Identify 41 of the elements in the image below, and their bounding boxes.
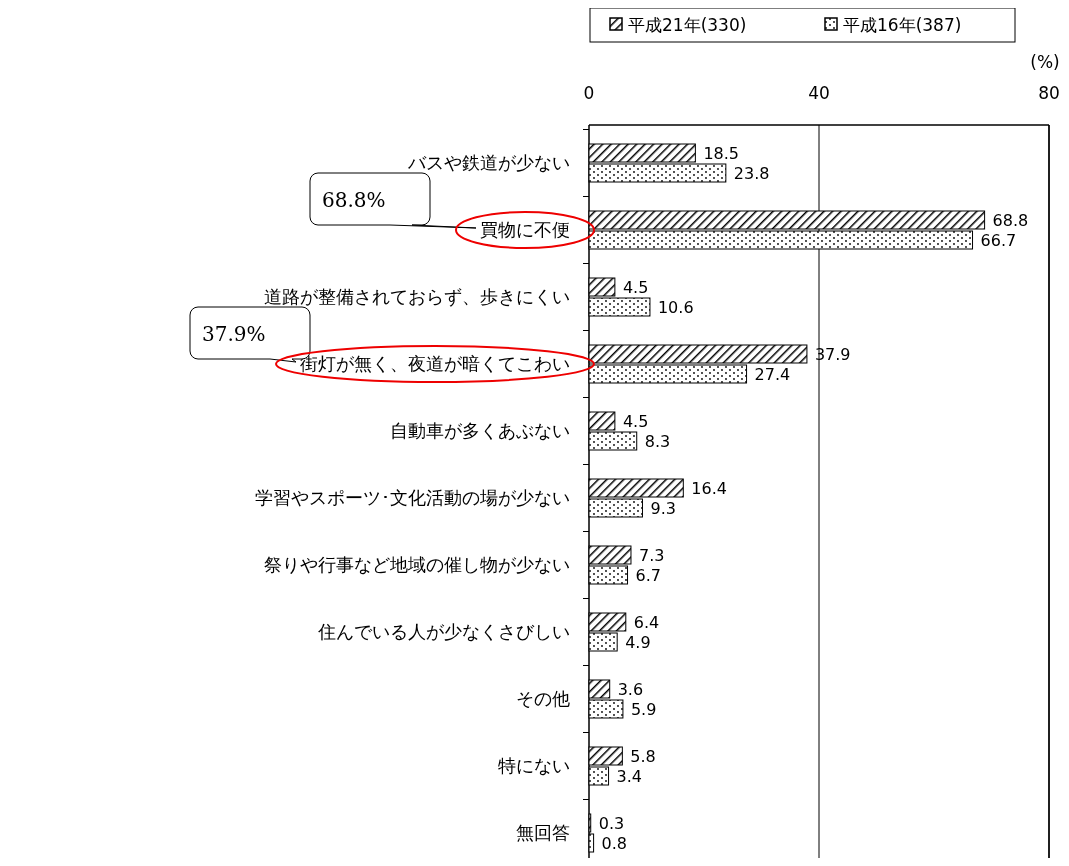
data-label: 4.5 [622,278,649,297]
x-axis-title: (%) [1030,52,1060,72]
text: 68.8% [322,188,386,212]
data-label: 0.8 [601,834,628,853]
data-label: 37.9 [814,345,851,364]
data-label: 18.5 [703,144,739,163]
y-tick-label: 買物に不便 [480,219,570,240]
y-tick-label: 特にない [498,755,570,776]
data-label: 7.3 [638,546,665,565]
text: 37.9% [202,322,266,346]
data-label: 23.8 [733,164,770,183]
data-label: 66.7 [980,231,1017,250]
data-label: 68.8 [992,211,1029,230]
y-tick-label: バスや鉄道が少ない [407,152,570,173]
y-tick-label: 街灯が無く、夜道が暗くてこわい [300,353,570,374]
data-label: 4.9 [625,633,651,652]
y-tick-label: 祭りや行事など地域の催し物が少ない [264,554,570,575]
y-tick-label: 学習やスポーツ･文化活動の場が少ない [255,487,570,508]
data-label: 4.5 [622,412,649,431]
data-label: 10.6 [657,298,694,317]
data-label: 0.3 [598,814,625,833]
x-tick-label: 0 [583,83,595,103]
y-tick-label: その他 [516,688,570,709]
x-tick-label: 40 [808,83,830,103]
data-label: 3.4 [616,767,642,786]
data-label: 5.8 [630,747,656,766]
data-label: 3.6 [617,680,644,699]
data-label: 16.4 [691,479,727,498]
data-label: 27.4 [754,365,791,384]
data-label: 9.3 [650,499,676,518]
data-label: 6.4 [633,613,660,632]
data-label: 8.3 [644,432,671,451]
data-label: 6.7 [635,566,661,585]
legend-label: 平成16年(387) [843,15,962,35]
x-tick-label: 80 [1038,83,1060,103]
y-tick-label: 自動車が多くあぶない [390,420,570,441]
y-tick-label: 道路が整備されておらず、歩きにくい [264,286,570,307]
legend-label: 平成21年(330) [628,15,747,35]
y-tick-label: 無回答 [516,822,570,843]
y-tick-label: 住んでいる人が少なくさびしい [317,621,570,642]
data-label: 5.9 [630,700,657,719]
